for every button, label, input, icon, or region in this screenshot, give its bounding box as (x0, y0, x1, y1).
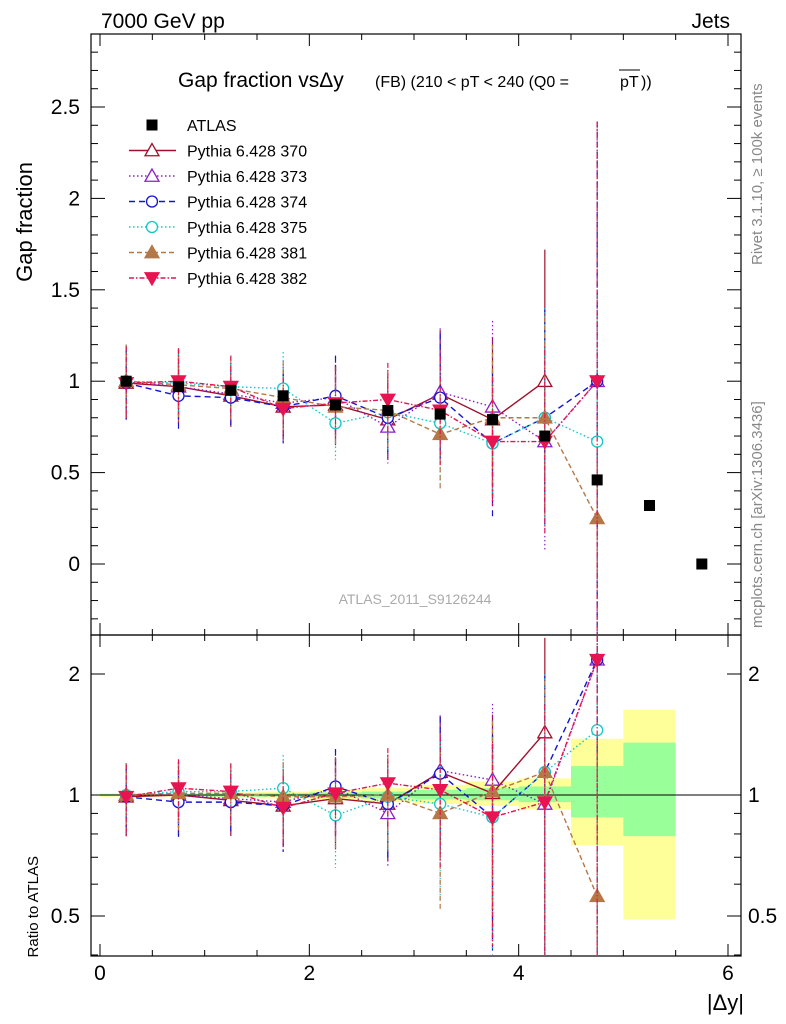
axes: 0 2 4 6 0 0.5 1 1.5 2 2.5 0.5 0.5 1 1 2 2 (51, 33, 777, 985)
legend-marker (143, 142, 161, 157)
ratio-point (170, 782, 187, 797)
header-jets-label: Jets (691, 10, 730, 33)
chart-title-main: Gap fraction vsΔy (178, 69, 344, 92)
series-line (126, 380, 598, 445)
x-tick-label: 4 (513, 962, 525, 985)
legend-entry: Pythia 6.428 381 (129, 244, 307, 263)
series-atlas (120, 375, 708, 570)
atlas-data-point (173, 381, 184, 393)
y-tick-label: 0 (68, 553, 80, 576)
atlas-data-point (330, 399, 341, 411)
ratio-y-tick-label: 2 (68, 663, 80, 686)
y-tick-label: 1.5 (51, 279, 80, 302)
rivet-version-label: Rivet 3.1.10, ≥ 100k events (749, 83, 766, 265)
ratio-point (536, 796, 553, 811)
y-tick-label: 2.5 (51, 96, 80, 119)
ratio-series-line (126, 729, 598, 819)
analysis-watermark: ATLAS_2011_S9126244 (339, 591, 492, 607)
ratio-y-axis-label: Ratio to ATLAS (25, 856, 42, 957)
legend-label: Pythia 6.428 382 (187, 271, 307, 288)
atlas-data-point (120, 375, 132, 387)
atlas-data-point (382, 404, 394, 416)
series-pythia-6-428-375 (120, 295, 604, 955)
y-tick-label: 0.5 (51, 462, 80, 485)
legend: ATLAS Pythia 6.428 370 Pythia 6.428 373 Pyt… (129, 118, 307, 288)
y-axis-label: Gap fraction (12, 162, 37, 282)
legend-entry: Pythia 6.428 373 (129, 167, 307, 186)
legend-entry: Pythia 6.428 374 (129, 195, 307, 212)
legend-entry: Pythia 6.428 382 (129, 271, 307, 288)
ratio-point (432, 783, 449, 799)
legend-label: Pythia 6.428 375 (187, 220, 307, 237)
atlas-data-point (696, 558, 708, 570)
legend-marker (143, 272, 161, 287)
series-pythia-6-428-382 (118, 121, 606, 955)
x-tick-label: 0 (94, 962, 106, 985)
ratio-point (118, 790, 135, 806)
legend-marker (145, 195, 159, 208)
y-tick-label: 2 (68, 187, 80, 210)
chart-title-close: )) (641, 74, 652, 91)
x-tick-label: 2 (303, 962, 315, 985)
ratio-y-tick-label-right: 0.5 (748, 905, 777, 928)
legend-marker (146, 119, 158, 131)
band-green-bin (623, 742, 676, 837)
atlas-data-point (539, 430, 551, 442)
ratio-series-line (126, 659, 598, 819)
series-layer (118, 121, 708, 955)
ratio-series-line (126, 659, 598, 815)
ratio-point (222, 785, 239, 800)
chart-title-sub: (FB) (210 < pT < 240 (Q0 = (375, 74, 569, 91)
legend-entry: Pythia 6.428 370 (129, 142, 307, 161)
chart-title-pt: pT (620, 74, 639, 91)
chart-title: Gap fraction vsΔy (FB) (210 < pT < 240 (… (178, 69, 652, 92)
atlas-data-point (644, 500, 655, 512)
legend-marker (145, 220, 159, 234)
legend-marker (143, 167, 161, 182)
legend-entry: ATLAS (146, 118, 237, 135)
data-point (484, 435, 501, 450)
legend-label: Pythia 6.428 381 (187, 246, 307, 263)
legend-label: Pythia 6.428 373 (187, 169, 307, 186)
data-point (275, 402, 292, 417)
series-line (126, 380, 598, 519)
x-tick-label: 6 (722, 962, 734, 985)
atlas-data-point (487, 414, 498, 426)
atlas-data-point (225, 384, 237, 396)
mcplots-label: mcplots.cern.ch [arXiv:1306.3436] (749, 401, 766, 628)
ratio-y-tick-label-right: 2 (748, 663, 760, 686)
legend-entry: Pythia 6.428 375 (129, 220, 307, 237)
ratio-point (589, 653, 606, 669)
ratio-point (484, 811, 501, 826)
legend-marker (143, 244, 161, 259)
ratio-y-tick-label: 0.5 (51, 905, 80, 928)
atlas-data-point (591, 474, 603, 486)
data-point (379, 393, 396, 408)
ratio-y-tick-label: 1 (68, 784, 80, 807)
legend-label: Pythia 6.428 374 (187, 195, 307, 212)
atlas-data-point (434, 408, 446, 420)
y-tick-label: 1 (68, 370, 80, 393)
data-point (589, 375, 606, 390)
legend-label: Pythia 6.428 370 (187, 144, 307, 161)
ratio-point (275, 801, 292, 816)
series-line (126, 380, 598, 443)
ratio-series-line (126, 771, 598, 897)
header-energy-label: 7000 GeV pp (101, 10, 225, 33)
legend-label: ATLAS (187, 118, 237, 135)
ratio-point (379, 777, 396, 792)
ratio-y-tick-label-right: 1 (748, 784, 760, 807)
ratio-point (327, 787, 344, 802)
x-axis-label: |Δy| (707, 990, 744, 1015)
atlas-data-point (277, 390, 289, 402)
series-line (126, 380, 598, 443)
